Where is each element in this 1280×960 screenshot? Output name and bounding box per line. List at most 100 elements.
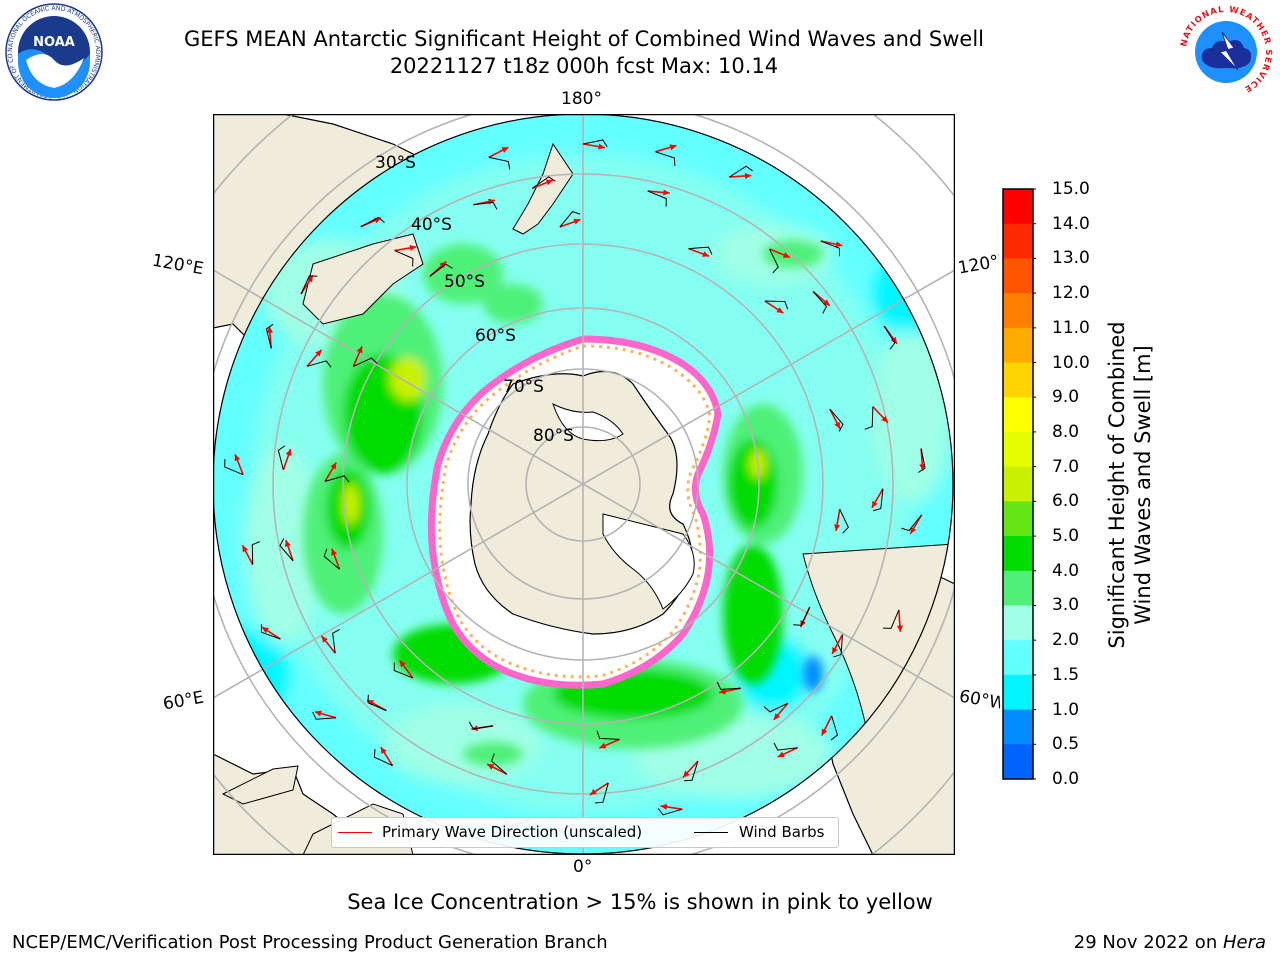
wave-arrow-head [367, 699, 375, 706]
chart-title: GEFS MEAN Antarctic Significant Height o… [183, 27, 985, 51]
lon-label-120w: 120°W [956, 251, 1002, 279]
wind-barb [829, 408, 844, 432]
wind-barb [367, 694, 387, 712]
wave-arrow-head [306, 275, 313, 283]
wave-arrow-head [321, 635, 328, 643]
lon-label-60e: 60°E [161, 687, 206, 715]
colorbar-label-line-2: Wind Waves and Swell [m] [1131, 345, 1155, 625]
wind-barb [812, 291, 827, 314]
wave-arrow-head [777, 751, 785, 758]
footer-branch: NCEP/EMC/Verification Post Processing Pr… [12, 932, 608, 953]
wind-barb [773, 742, 798, 751]
wind-barb [763, 702, 789, 713]
wave-arrow-head [832, 647, 838, 654]
wave-arrow-head [573, 218, 581, 225]
wind-barb [764, 300, 789, 310]
wave-arrow-head [331, 548, 337, 556]
wave-arrow-head [234, 454, 241, 462]
colorbar-band [1003, 501, 1033, 537]
wave-arrow-head [834, 421, 840, 429]
wave-arrow-head [821, 728, 828, 736]
wind-barb [260, 624, 281, 640]
wind-barb [594, 782, 609, 804]
lon-label-60w: 60°W [957, 686, 1003, 714]
wind-barb [224, 458, 244, 476]
colorbar-band [1003, 744, 1033, 780]
colorbar-tick-label: 1.0 [1052, 699, 1080, 720]
wave-arrow-head [669, 144, 677, 151]
footer-date: 29 Nov 2022 on Hera [1074, 932, 1266, 953]
wind-barb-legend-line [694, 832, 728, 833]
wind-barb [729, 165, 753, 178]
wave-arrow-head [285, 449, 292, 457]
wind-barb [490, 753, 508, 775]
wave-arrow-head [683, 770, 690, 778]
lat-label-30s: 30°S [375, 153, 416, 173]
wave-arrow-head [834, 524, 841, 531]
colorbar-band [1003, 674, 1033, 711]
wind-barb [883, 325, 896, 350]
wave-arrow-head [545, 179, 553, 186]
wave-arrow-head [773, 713, 781, 720]
colorbar-tick-label: 15.0 [1052, 179, 1090, 199]
colorbar-tick-label: 5.0 [1052, 526, 1080, 547]
wave-arrow-head [330, 462, 337, 470]
wind-barb [277, 445, 286, 470]
colorbar-tick-label: 4.0 [1052, 560, 1080, 581]
wind-barb [793, 606, 811, 626]
colorbar-band [1003, 536, 1033, 572]
wind-barb [394, 250, 414, 267]
wind-barb [312, 711, 337, 720]
wave-arrow-head [242, 545, 249, 553]
map-legend: Primary Wave Direction (unscaled) Wind B… [331, 817, 839, 848]
wind-barb [265, 323, 274, 349]
wave-arrow-head [261, 627, 269, 634]
wind-barb [279, 538, 294, 562]
wave-arrow-head [314, 710, 322, 717]
wave-arrow-head [315, 349, 322, 357]
colorbar [1002, 188, 1036, 780]
lat-label-40s: 40°S [411, 215, 452, 235]
wind-barb [872, 488, 884, 512]
wave-arrow-head [890, 336, 898, 344]
wave-arrow-head [663, 189, 670, 196]
footer-host: Hera [1222, 932, 1266, 953]
wave-arrow-head [356, 346, 363, 354]
wind-barb [324, 475, 350, 483]
wind-barb [300, 275, 318, 295]
wave-arrow-head [599, 742, 607, 749]
wind-barb [883, 609, 900, 629]
wave-arrow-head [919, 464, 926, 471]
wave-arrow-head [380, 747, 387, 755]
wind-barb [353, 357, 378, 367]
wave-arrow-head [896, 625, 903, 632]
colorbar-tick-label: 14.0 [1052, 213, 1090, 234]
wind-barb [820, 240, 840, 257]
wind-barb [839, 509, 849, 534]
colorbar-band [1003, 431, 1033, 468]
wind-barb [657, 808, 683, 816]
wind-barb [251, 541, 260, 565]
wave-arrow-head [660, 803, 668, 810]
wave-arrow-head [800, 620, 806, 628]
colorbar-tick-label: 9.0 [1052, 387, 1080, 408]
wave-arrow-head [399, 660, 406, 668]
land-madagascar [221, 765, 299, 805]
colorbar-band [1003, 709, 1033, 745]
antarctica-sea-ice [427, 335, 722, 689]
colorbar-band [1003, 362, 1033, 398]
colorbar-band [1003, 397, 1033, 433]
colorbar-tick-label: 0.0 [1052, 769, 1080, 789]
colorbar-tick-label: 12.0 [1052, 283, 1090, 304]
colorbar-tick-label: 3.0 [1052, 595, 1080, 616]
colorbar-tick-label: 2.0 [1052, 630, 1080, 651]
wind-barb [716, 681, 741, 690]
colorbar-tick-label: 13.0 [1052, 248, 1090, 269]
wave-arrow-head [266, 326, 273, 333]
noaa-logo-text: NOAA [33, 35, 75, 50]
wind-barb [901, 514, 922, 532]
wind-barb [918, 448, 926, 473]
lat-label-80s: 80°S [533, 426, 574, 446]
wave-arrow-head [439, 261, 447, 269]
wave-arrow-head [776, 307, 784, 314]
